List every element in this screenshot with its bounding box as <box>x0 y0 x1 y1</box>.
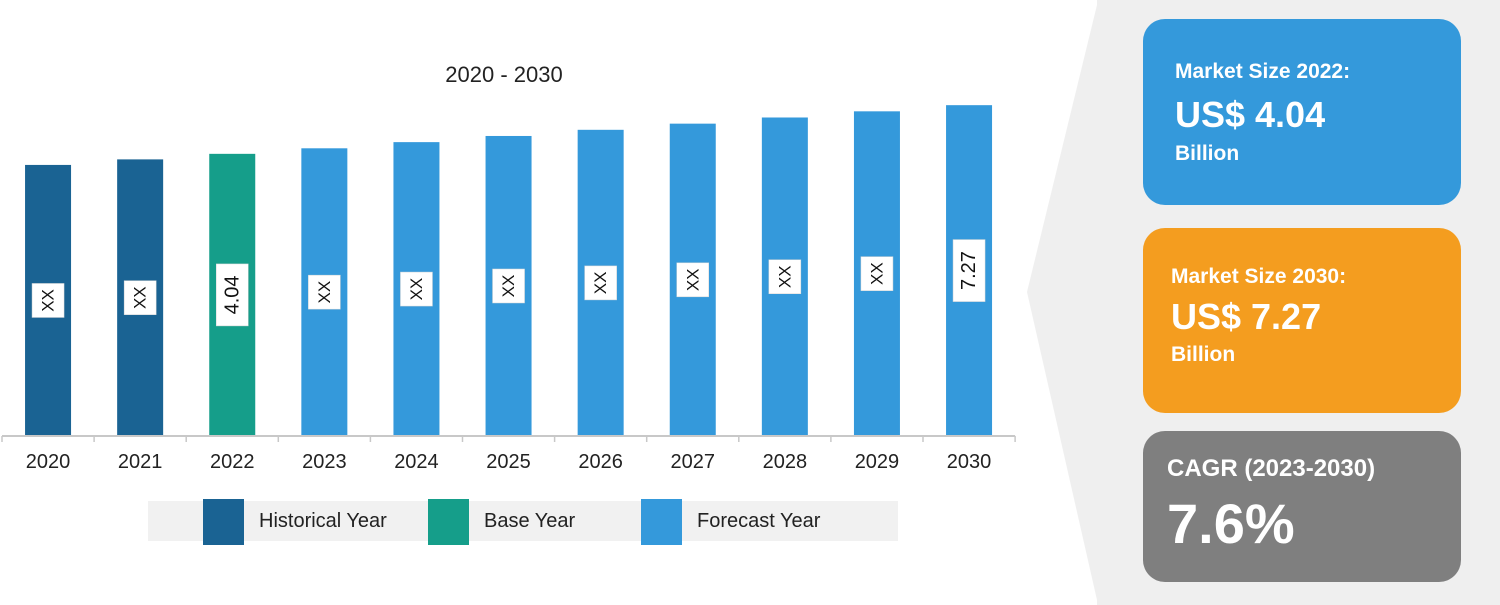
x-tick-label-2021: 2021 <box>118 451 163 473</box>
legend-label-historical: Historical Year <box>259 510 387 532</box>
bar-label-box <box>400 271 433 307</box>
bar-label-box <box>584 265 617 301</box>
chart-title: 2020 - 2030 <box>445 62 562 87</box>
x-tick-label-2023: 2023 <box>302 451 347 473</box>
x-tick-label-2028: 2028 <box>763 451 808 473</box>
legend-swatch-historical <box>203 499 244 545</box>
bar-label-2029: XX <box>860 256 894 291</box>
card-label: Market Size 2022: <box>1175 60 1351 83</box>
bar-label-2030: 7.27 <box>952 239 986 302</box>
bar-label-text: 7.27 <box>958 251 980 290</box>
x-tick-label-2026: 2026 <box>578 451 623 473</box>
bar-label-text: XX <box>499 275 518 298</box>
x-tick-label-2030: 2030 <box>947 451 992 473</box>
bar-label-text: XX <box>407 278 426 301</box>
card-label: CAGR (2023-2030) <box>1167 455 1376 482</box>
bar-label-text: XX <box>867 262 886 285</box>
bar-chart: 2020 - 2030 XX XX 4.04 XX XX XX XX XX XX XX 7.27 2… <box>1 62 1016 473</box>
card-label: Market Size 2030: <box>1171 265 1347 288</box>
bar-label-box <box>768 259 802 294</box>
bar-labels-layer: XX XX 4.04 XX XX XX XX XX XX XX 7.27 <box>31 239 986 327</box>
x-tick-label-2025: 2025 <box>486 451 531 473</box>
card-unit: Billion <box>1175 142 1240 165</box>
bar-label-text: XX <box>683 268 702 291</box>
chart-area: 2020 - 2030 XX XX 4.04 XX XX XX XX XX XX XX 7.27 2… <box>1 62 1016 545</box>
legend-label-base: Base Year <box>484 510 576 532</box>
x-tick-label-2024: 2024 <box>394 451 439 473</box>
bar-label-box <box>676 262 709 298</box>
bar-label-2023: XX <box>308 274 341 310</box>
x-tick-label-2029: 2029 <box>855 451 900 473</box>
legend-label-forecast: Forecast Year <box>697 510 821 532</box>
card-value: US$ 7.27 <box>1171 296 1322 337</box>
card-value: 7.6% <box>1167 492 1295 555</box>
bar-label-text: XX <box>591 272 610 295</box>
bar-label-2027: XX <box>676 262 709 298</box>
bar-label-text: XX <box>775 265 794 288</box>
bar-label-box <box>31 283 65 318</box>
bar-label-2022: 4.04 <box>216 263 249 327</box>
cagr-card: CAGR (2023-2030) 7.6% <box>1143 431 1461 582</box>
bar-label-text: 4.04 <box>221 275 243 314</box>
bar-label-box <box>216 263 249 327</box>
x-tick-label-2022: 2022 <box>210 451 255 473</box>
bar-label-text: XX <box>315 281 334 304</box>
bar-label-box <box>492 268 525 304</box>
x-axis: 2020 2021 2022 2023 2024 2025 2026 2027 2028 2029… <box>1 435 1016 473</box>
market-size-2030-card: Market Size 2030: US$ 7.27 Billion <box>1143 228 1461 413</box>
bar-label-box <box>952 239 986 302</box>
bar-label-2026: XX <box>584 265 617 301</box>
bar-label-2020: XX <box>31 283 65 318</box>
legend-swatch-base <box>428 499 469 545</box>
bar-label-2025: XX <box>492 268 525 304</box>
card-value: US$ 4.04 <box>1175 94 1326 135</box>
bar-label-2021: XX <box>123 280 157 315</box>
bar-label-text: XX <box>39 289 58 312</box>
card-unit: Billion <box>1171 343 1236 366</box>
bar-label-2024: XX <box>400 271 433 307</box>
bar-label-2028: XX <box>768 259 802 294</box>
x-tick-label-2020: 2020 <box>26 451 71 473</box>
bar-label-box <box>860 256 894 291</box>
x-tick-label-2027: 2027 <box>671 451 716 473</box>
bar-label-box <box>308 274 341 310</box>
legend-background <box>148 501 898 541</box>
legend-swatch-forecast <box>641 499 682 545</box>
bar-label-text: XX <box>131 286 150 309</box>
market-size-2022-card: Market Size 2022: US$ 4.04 Billion <box>1143 19 1461 205</box>
bar-label-box <box>123 280 157 315</box>
